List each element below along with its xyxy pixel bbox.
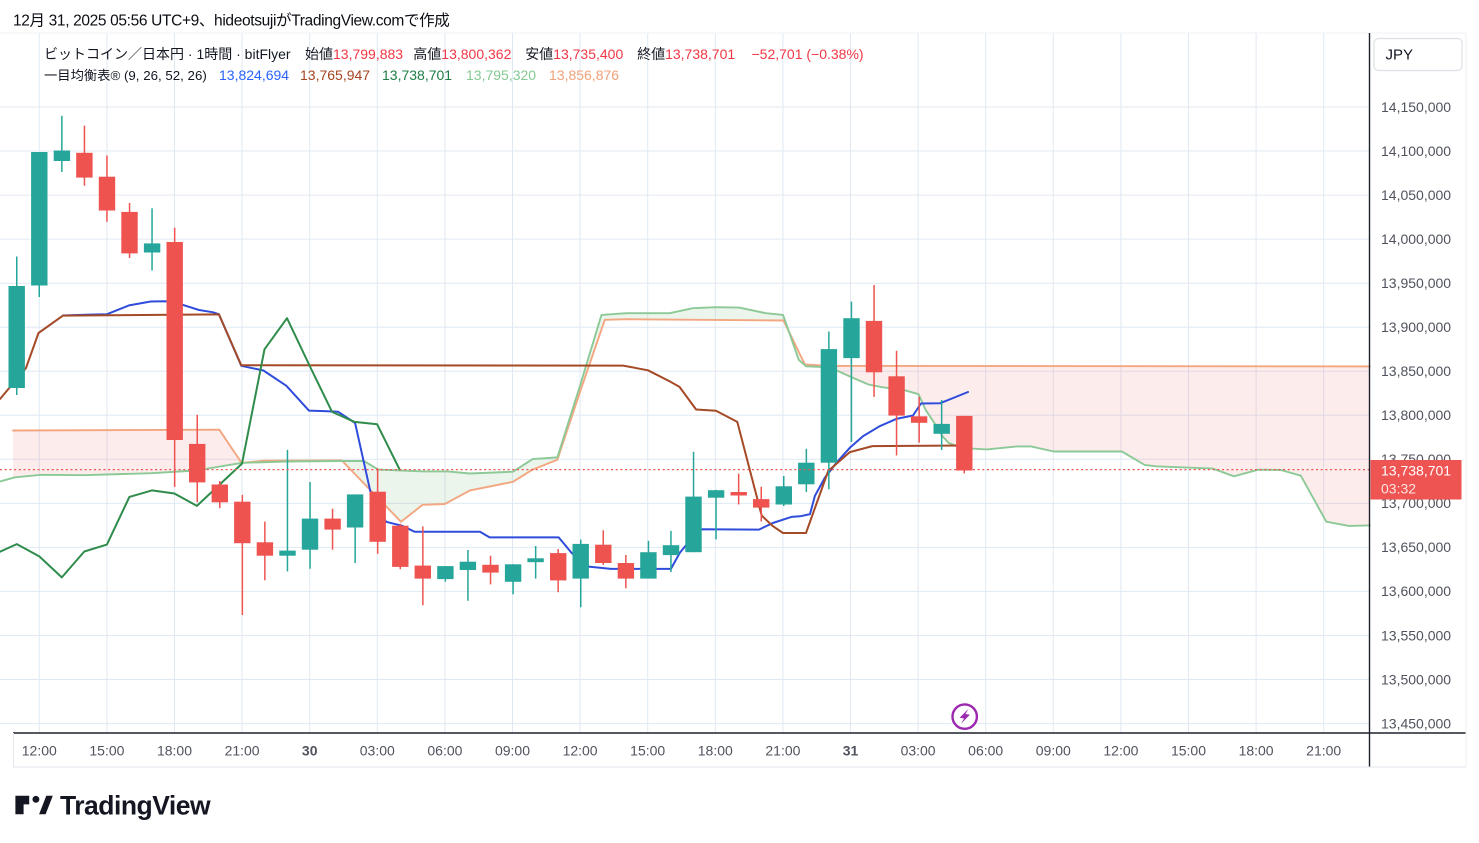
svg-text:JPY: JPY [1386,47,1414,64]
svg-text:ビットコイン／日本円 · 1時間 · bitFlyer: ビットコイン／日本円 · 1時間 · bitFlyer [44,46,291,62]
svg-text:21:00: 21:00 [1306,743,1341,759]
svg-text:18:00: 18:00 [698,743,733,759]
svg-text:13,450,000: 13,450,000 [1381,715,1451,731]
svg-text:13,738,701: 13,738,701 [1381,463,1451,479]
svg-text:15:00: 15:00 [1171,743,1206,759]
svg-text:13,850,000: 13,850,000 [1381,363,1451,379]
svg-text:12:00: 12:00 [563,743,598,759]
svg-text:13,800,000: 13,800,000 [1381,407,1451,423]
svg-text:09:00: 09:00 [1036,743,1071,759]
svg-text:13,795,320: 13,795,320 [466,67,536,83]
svg-text:15:00: 15:00 [89,743,124,759]
svg-text:高値13,800,362: 高値13,800,362 [413,46,511,62]
svg-text:14,050,000: 14,050,000 [1381,187,1451,203]
svg-text:13,900,000: 13,900,000 [1381,319,1451,335]
svg-text:21:00: 21:00 [765,743,800,759]
svg-text:12月 31, 2025 05:56 UTC+9、hideo: 12月 31, 2025 05:56 UTC+9、hideotsujiがTrad… [13,12,449,30]
svg-text:13,650,000: 13,650,000 [1381,539,1451,555]
svg-text:06:00: 06:00 [427,743,462,759]
svg-text:30: 30 [302,743,318,759]
svg-text:14,150,000: 14,150,000 [1381,99,1451,115]
svg-text:12:00: 12:00 [1103,743,1138,759]
svg-text:31: 31 [843,743,859,759]
svg-text:03:00: 03:00 [360,743,395,759]
svg-text:13,765,947: 13,765,947 [300,67,370,83]
svg-text:13,600,000: 13,600,000 [1381,583,1451,599]
svg-text:14,100,000: 14,100,000 [1381,143,1451,159]
svg-text:TradingView: TradingView [60,791,211,821]
svg-text:18:00: 18:00 [157,743,192,759]
svg-text:18:00: 18:00 [1239,743,1274,759]
svg-text:13,500,000: 13,500,000 [1381,671,1451,687]
svg-text:13,738,701: 13,738,701 [382,67,452,83]
svg-text:始値13,799,883: 始値13,799,883 [305,46,403,62]
svg-text:安値13,735,400: 安値13,735,400 [525,46,623,62]
svg-text:一目均衡表® (9, 26, 52, 26): 一目均衡表® (9, 26, 52, 26) [44,68,207,83]
svg-text:09:00: 09:00 [495,743,530,759]
svg-text:14,000,000: 14,000,000 [1381,231,1451,247]
svg-text:12:00: 12:00 [22,743,57,759]
svg-text:15:00: 15:00 [630,743,665,759]
svg-text:13,824,694: 13,824,694 [219,67,289,83]
svg-text:03:32: 03:32 [1381,481,1416,497]
svg-text:13,950,000: 13,950,000 [1381,275,1451,291]
svg-text:13,550,000: 13,550,000 [1381,627,1451,643]
svg-text:03:00: 03:00 [901,743,936,759]
svg-text:−52,701 (−0.38%): −52,701 (−0.38%) [752,46,864,62]
svg-text:06:00: 06:00 [968,743,1003,759]
svg-text:終値13,738,701: 終値13,738,701 [637,46,735,62]
svg-text:13,856,876: 13,856,876 [549,67,619,83]
svg-text:21:00: 21:00 [225,743,260,759]
